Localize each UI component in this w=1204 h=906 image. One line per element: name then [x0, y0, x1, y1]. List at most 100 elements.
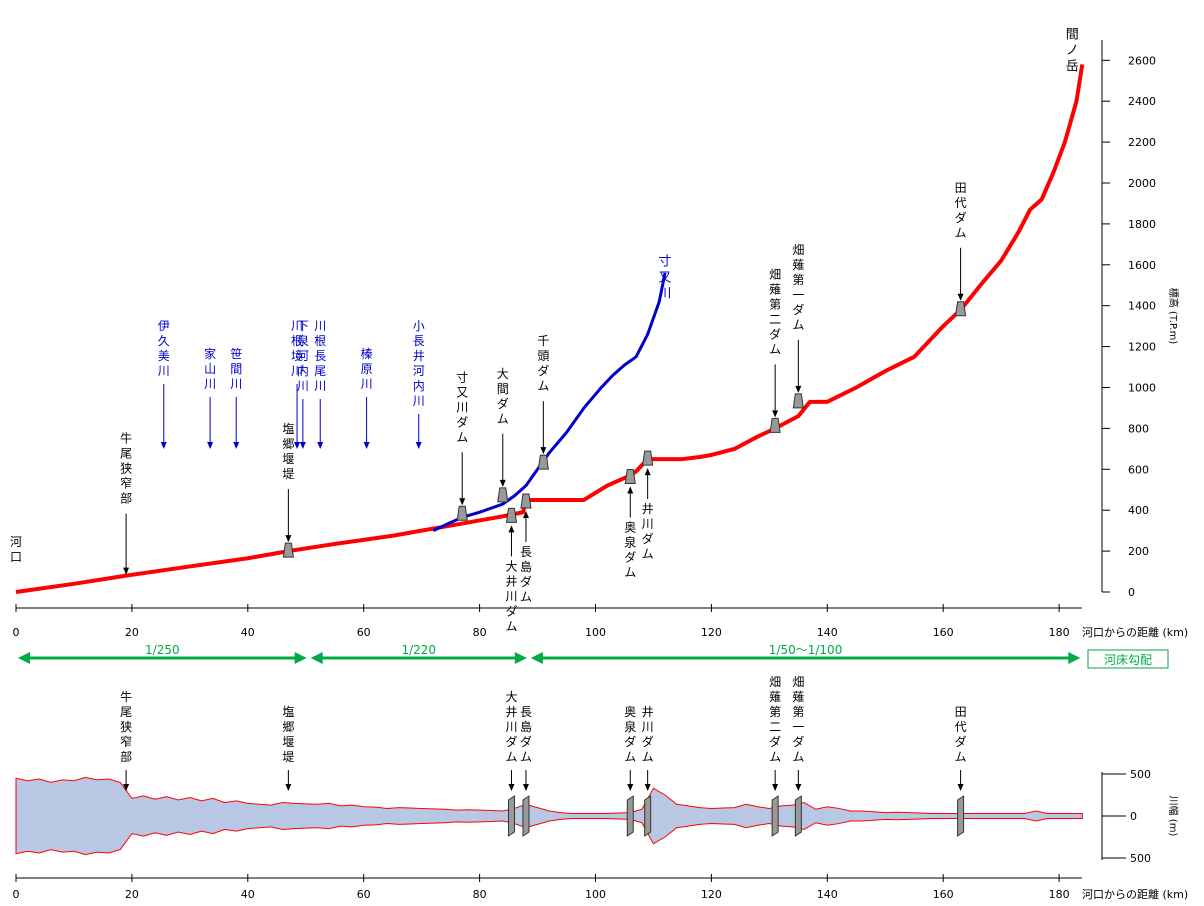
width-structure-arrowhead — [522, 784, 529, 791]
tributary-arrowhead — [294, 442, 301, 449]
structure-label: 田代ダム — [955, 181, 967, 240]
y-tick-label-top: 1400 — [1128, 300, 1156, 313]
width-structure-arrowhead — [627, 784, 634, 791]
width-structure-label: 大井川ダム — [505, 690, 517, 764]
river-label: 間ノ岳 — [1066, 28, 1079, 75]
structure-label: 畑薙第二ダム — [769, 267, 781, 356]
structure-arrowhead — [772, 410, 779, 418]
dam-marker — [282, 542, 294, 558]
structure-label: 大間ダム — [497, 367, 509, 426]
structure-label: 河口 — [10, 535, 22, 564]
width-structure-label: 畑薙第一ダム — [792, 675, 804, 764]
y-tick-label-top: 2600 — [1128, 54, 1156, 67]
gradient-label: 1/220 — [401, 643, 436, 657]
structure-label: 奥泉ダム — [624, 520, 636, 579]
structure-arrowhead — [957, 293, 964, 301]
x-tick-label-bottom: 60 — [357, 888, 371, 901]
tributary-label: 川根長尾川 — [314, 319, 326, 393]
y-tick-label-top: 0 — [1128, 586, 1135, 599]
y-tick-label-bottom: 500 — [1130, 852, 1151, 865]
width-structure-label: 長島ダム — [520, 705, 532, 764]
x-tick-label-top: 60 — [357, 626, 371, 639]
width-structure-arrowhead — [508, 784, 515, 791]
tributary-label: 笹間川 — [230, 347, 242, 391]
width-structure-label: 畑薙第二ダム — [769, 675, 781, 764]
tributary-label: 伊久美川 — [158, 319, 170, 378]
structure-arrowhead — [644, 468, 651, 476]
x-tick-label-bottom: 0 — [13, 888, 20, 901]
dam-marker — [497, 487, 509, 503]
dam-marker — [792, 393, 804, 409]
x-axis-label-top: 河口からの距離 (km) — [1082, 625, 1188, 639]
gradient-arrowhead — [530, 652, 543, 664]
structure-arrowhead — [522, 511, 529, 519]
gradient-label: 1/250 — [145, 643, 180, 657]
width-dam-marker — [771, 795, 779, 837]
main-river-profile — [15, 64, 1085, 594]
tributary-arrowhead — [299, 442, 306, 449]
gradient-label: 1/50～1/100 — [769, 643, 843, 657]
width-structure-label: 井川ダム — [642, 705, 654, 764]
gradient-arrowhead — [294, 652, 307, 664]
dam-marker — [537, 454, 549, 470]
x-tick-label-top: 20 — [125, 626, 139, 639]
width-structure-arrowhead — [957, 784, 964, 791]
y-tick-label-bottom: 0 — [1130, 810, 1137, 823]
tributary-arrowhead — [317, 442, 324, 449]
river-label: 寸又川 — [658, 255, 671, 302]
y-tick-label-top: 2400 — [1128, 95, 1156, 108]
y-tick-label-top: 2000 — [1128, 177, 1156, 190]
structure-label: 大井川ダム — [505, 559, 517, 633]
x-tick-label-top: 40 — [241, 626, 255, 639]
tributary-arrowhead — [363, 442, 370, 449]
gradient-arrowhead — [18, 652, 30, 664]
gradient-arrowhead — [310, 652, 323, 664]
dam-marker — [456, 505, 468, 521]
tributary-label: 川根境川 — [291, 319, 303, 378]
dam-marker — [955, 301, 967, 317]
y-tick-label-top: 800 — [1128, 422, 1149, 435]
gradient-title: 河床勾配 — [1104, 653, 1152, 667]
y-tick-label-top: 2200 — [1128, 136, 1156, 149]
y-tick-label-top: 200 — [1128, 545, 1149, 558]
width-dam-marker — [957, 795, 965, 837]
x-axis-label-bottom: 河口からの距離 (km) — [1082, 887, 1188, 901]
river-width-area — [15, 776, 1083, 856]
x-tick-label-bottom: 120 — [701, 888, 722, 901]
tributary-label: 榛原川 — [361, 347, 373, 391]
tributary-arrowhead — [233, 442, 240, 449]
width-structure-arrowhead — [285, 784, 292, 791]
y-axis-label-bottom: 川幅 (m) — [1167, 796, 1180, 837]
dam-marker — [769, 417, 781, 433]
width-dam-marker — [626, 795, 634, 837]
width-structure-label: 田代ダム — [955, 705, 967, 764]
width-structure-arrowhead — [123, 784, 130, 791]
tributary-label: 家山川 — [204, 346, 216, 391]
x-tick-label-bottom: 180 — [1049, 888, 1070, 901]
width-structure-arrowhead — [644, 784, 651, 791]
width-structure-arrowhead — [772, 784, 779, 791]
structure-label: 塩郷堰堤 — [282, 421, 294, 481]
x-tick-label-top: 120 — [701, 626, 722, 639]
y-tick-label-top: 400 — [1128, 504, 1149, 517]
structure-arrowhead — [508, 525, 515, 533]
tributary-arrowhead — [160, 442, 167, 449]
y-axis-label-top: 標高 (T.P.m) — [1167, 288, 1180, 345]
gradient-title-box — [1087, 649, 1169, 669]
structure-label: 井川ダム — [642, 502, 654, 561]
width-dam-marker — [507, 795, 515, 837]
gradient-arrowhead — [514, 652, 527, 664]
tributary-label: 小長井河内川 — [413, 319, 425, 408]
structure-label: 畑薙第一ダム — [792, 243, 804, 332]
width-structure-label: 牛尾狭窄部 — [120, 689, 132, 764]
dam-marker — [505, 507, 518, 523]
structure-arrowhead — [499, 479, 506, 487]
x-tick-label-bottom: 20 — [125, 888, 139, 901]
x-tick-label-bottom: 140 — [817, 888, 838, 901]
structure-arrowhead — [459, 498, 466, 506]
structure-label: 寸又川ダム — [456, 370, 468, 444]
x-tick-label-top: 160 — [933, 626, 954, 639]
structure-arrowhead — [795, 385, 802, 393]
x-tick-label-bottom: 40 — [241, 888, 255, 901]
